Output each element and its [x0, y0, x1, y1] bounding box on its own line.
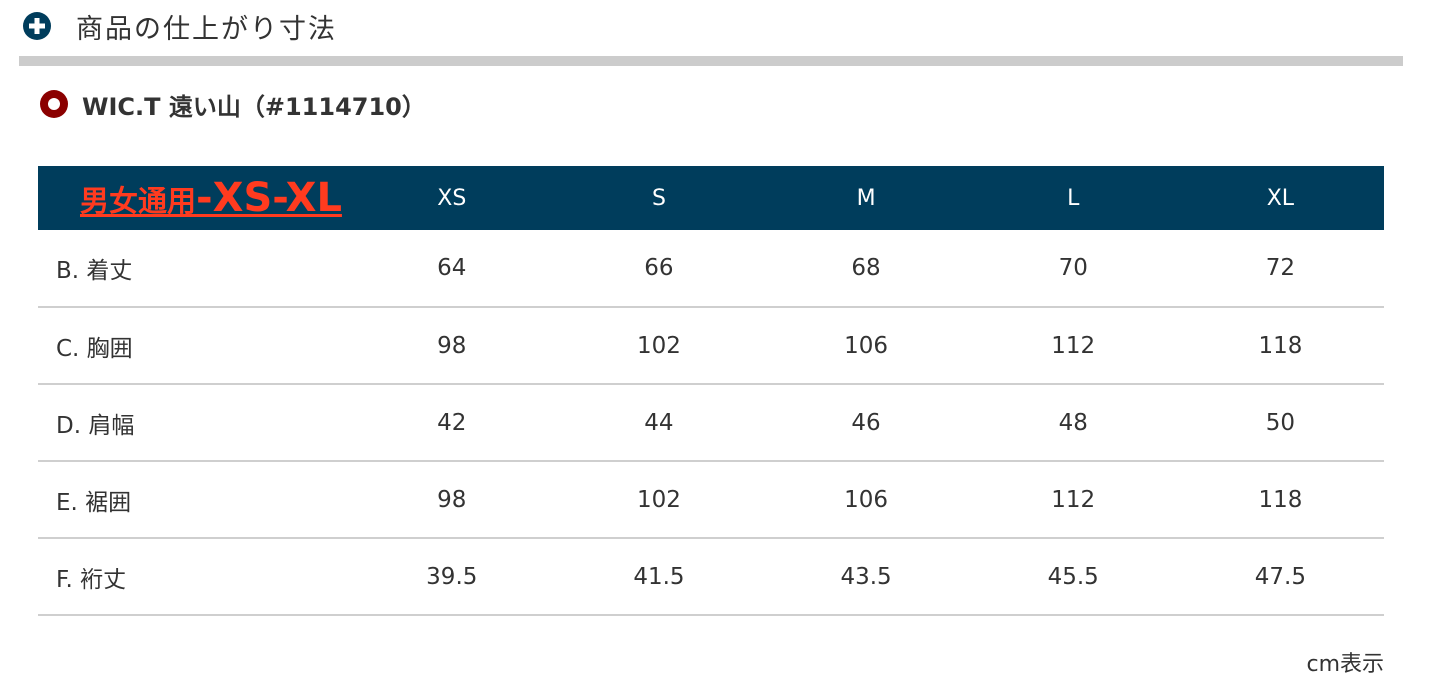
row-label: D. 肩幅	[56, 412, 135, 439]
table-cell: 102	[636, 332, 681, 359]
table-row: C. 胸囲 98 102 106 112 118	[38, 307, 1384, 384]
size-header-m: M	[856, 185, 876, 211]
size-header-s: S	[651, 185, 666, 211]
row-label: B. 着丈	[56, 258, 133, 284]
table-cell: 118	[1258, 332, 1303, 359]
size-table: 男女通用-XS-XL XS S M L XL B. 着丈 64 66 68 70…	[38, 166, 1384, 616]
ring-icon	[40, 90, 68, 118]
table-row: F. 裄丈 39.5 41.5 43.5 45.5 47.5	[38, 538, 1384, 615]
table-cell: 106	[844, 486, 889, 513]
table-cell: 43.5	[840, 563, 892, 590]
table-cell: 42	[437, 409, 467, 436]
size-header-l: L	[1067, 185, 1080, 211]
row-label: E. 裾囲	[56, 489, 132, 516]
table-cell: 66	[644, 255, 674, 281]
table-cell: 102	[636, 486, 681, 513]
section-title: 商品の仕上がり寸法	[76, 13, 337, 45]
table-cell: 106	[844, 332, 889, 359]
unisex-label-jp: 男女通用	[80, 184, 197, 218]
table-cell: 64	[437, 255, 467, 281]
table-cell: 41.5	[633, 563, 685, 590]
table-cell: 98	[437, 332, 467, 359]
table-cell: 50	[1265, 409, 1296, 436]
table-cell: 98	[437, 486, 467, 513]
table-cell: 47.5	[1254, 563, 1306, 590]
section-divider	[19, 56, 1403, 66]
table-cell: 39.5	[426, 563, 478, 590]
table-cell: 70	[1058, 255, 1088, 281]
unit-note: cm表示	[1306, 652, 1384, 677]
table-cell: 45.5	[1047, 563, 1099, 590]
plus-circle-icon	[23, 12, 51, 40]
size-header-xs: XS	[437, 185, 467, 211]
table-cell: 44	[644, 409, 674, 436]
table-cell: 68	[851, 255, 881, 281]
row-label: F. 裄丈	[56, 566, 127, 593]
table-cell: 48	[1058, 409, 1088, 436]
size-header-xl: XL	[1266, 185, 1295, 211]
row-label: C. 胸囲	[56, 335, 133, 362]
section-header: 商品の仕上がり寸法	[22, 6, 337, 46]
product-title: WIC.T 遠い山（#1114710）	[82, 92, 426, 121]
unisex-label-range: -XS-XL	[196, 175, 342, 221]
table-cell: 46	[851, 409, 881, 436]
table-row: D. 肩幅 42 44 46 48 50	[38, 384, 1384, 461]
table-cell: 112	[1051, 332, 1096, 359]
table-header-row: 男女通用-XS-XL XS S M L XL	[38, 166, 1384, 230]
table-row: B. 着丈 64 66 68 70 72	[38, 230, 1384, 307]
table-cell: 112	[1051, 486, 1096, 513]
unisex-size-label: 男女通用-XS-XL	[38, 166, 348, 230]
table-row: E. 裾囲 98 102 106 112 118	[38, 461, 1384, 538]
product-header: WIC.T 遠い山（#1114710）	[38, 84, 426, 124]
table-cell: 72	[1265, 255, 1296, 281]
table-cell: 118	[1258, 486, 1303, 513]
